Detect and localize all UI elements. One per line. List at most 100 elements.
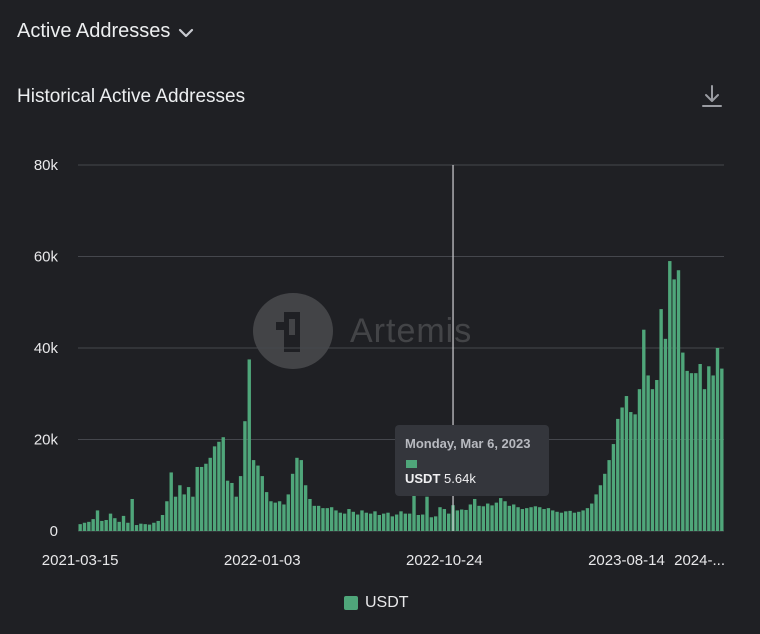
bar[interactable]	[607, 460, 611, 531]
legend-item-usdt[interactable]: USDT	[344, 594, 409, 612]
bar[interactable]	[698, 364, 702, 531]
bar[interactable]	[82, 522, 87, 531]
bar[interactable]	[286, 494, 290, 531]
bar[interactable]	[720, 368, 724, 531]
bar[interactable]	[342, 513, 347, 531]
bar[interactable]	[186, 487, 191, 531]
bar[interactable]	[312, 505, 316, 531]
bar[interactable]	[412, 494, 416, 531]
bar[interactable]	[642, 329, 646, 531]
bar[interactable]	[407, 513, 412, 531]
bar[interactable]	[616, 418, 620, 531]
bar[interactable]	[433, 516, 438, 531]
bar[interactable]	[650, 389, 655, 531]
bar[interactable]	[351, 511, 355, 531]
bar[interactable]	[672, 279, 676, 532]
bar[interactable]	[325, 508, 329, 532]
bar[interactable]	[590, 503, 594, 531]
bar[interactable]	[139, 523, 143, 531]
download-icon[interactable]	[700, 84, 724, 110]
bar[interactable]	[585, 508, 590, 532]
bar[interactable]	[347, 509, 351, 531]
bar[interactable]	[464, 509, 468, 531]
bar[interactable]	[637, 389, 642, 531]
bar[interactable]	[481, 506, 486, 531]
bar[interactable]	[234, 496, 238, 531]
bar[interactable]	[165, 501, 169, 531]
bar[interactable]	[264, 492, 269, 531]
bar[interactable]	[516, 507, 520, 531]
bar[interactable]	[581, 510, 585, 531]
bar[interactable]	[204, 463, 208, 531]
bar[interactable]	[533, 506, 538, 531]
bar[interactable]	[594, 494, 598, 531]
bar[interactable]	[221, 437, 225, 531]
bar[interactable]	[173, 496, 178, 531]
bar[interactable]	[668, 261, 672, 531]
bar[interactable]	[273, 502, 277, 531]
bar[interactable]	[247, 359, 251, 531]
bar[interactable]	[655, 380, 659, 531]
bar[interactable]	[711, 375, 715, 531]
bar[interactable]	[377, 514, 382, 531]
bar[interactable]	[87, 521, 91, 531]
bar[interactable]	[225, 480, 230, 531]
bar[interactable]	[208, 457, 212, 531]
bar[interactable]	[290, 473, 295, 531]
bar[interactable]	[282, 504, 286, 531]
bar[interactable]	[564, 511, 568, 531]
bar[interactable]	[685, 370, 689, 532]
bar[interactable]	[269, 501, 273, 531]
bar[interactable]	[681, 352, 685, 531]
bar[interactable]	[442, 509, 447, 531]
bar[interactable]	[416, 514, 421, 531]
bar[interactable]	[373, 511, 377, 531]
bar[interactable]	[486, 503, 490, 531]
bar[interactable]	[629, 412, 633, 531]
bar[interactable]	[160, 514, 165, 531]
bar[interactable]	[360, 510, 364, 531]
bar[interactable]	[438, 507, 442, 531]
bar[interactable]	[429, 517, 434, 531]
bar[interactable]	[473, 498, 477, 531]
bar[interactable]	[694, 373, 698, 531]
bar[interactable]	[130, 498, 134, 531]
bar[interactable]	[295, 457, 299, 531]
bar[interactable]	[178, 485, 182, 531]
bar[interactable]	[394, 514, 399, 531]
bar[interactable]	[702, 389, 707, 531]
bar[interactable]	[568, 510, 572, 531]
bar[interactable]	[494, 502, 499, 531]
bar[interactable]	[529, 507, 533, 531]
bar[interactable]	[100, 520, 104, 531]
bar[interactable]	[499, 498, 503, 531]
bar[interactable]	[256, 465, 260, 531]
bar[interactable]	[199, 466, 204, 531]
bar[interactable]	[425, 496, 429, 531]
bar[interactable]	[121, 515, 126, 531]
bar[interactable]	[321, 508, 325, 532]
bar[interactable]	[598, 485, 603, 531]
bar[interactable]	[238, 476, 243, 531]
bar[interactable]	[182, 494, 186, 531]
bar[interactable]	[230, 482, 234, 531]
bar[interactable]	[78, 524, 82, 531]
bar[interactable]	[559, 512, 564, 531]
bar[interactable]	[368, 513, 373, 531]
bar[interactable]	[542, 509, 546, 531]
bar[interactable]	[460, 509, 464, 532]
bar[interactable]	[364, 512, 368, 531]
bar[interactable]	[191, 496, 195, 531]
bar[interactable]	[538, 507, 542, 531]
bar[interactable]	[308, 498, 312, 531]
bar[interactable]	[520, 509, 525, 531]
bar[interactable]	[646, 375, 650, 531]
bar[interactable]	[707, 366, 711, 531]
bar[interactable]	[477, 505, 481, 531]
bar[interactable]	[381, 513, 386, 531]
bar[interactable]	[95, 510, 100, 531]
bar[interactable]	[468, 504, 473, 531]
bar[interactable]	[108, 513, 113, 531]
bar[interactable]	[390, 516, 395, 531]
active-addresses-dropdown[interactable]: Active Addresses	[17, 20, 194, 43]
